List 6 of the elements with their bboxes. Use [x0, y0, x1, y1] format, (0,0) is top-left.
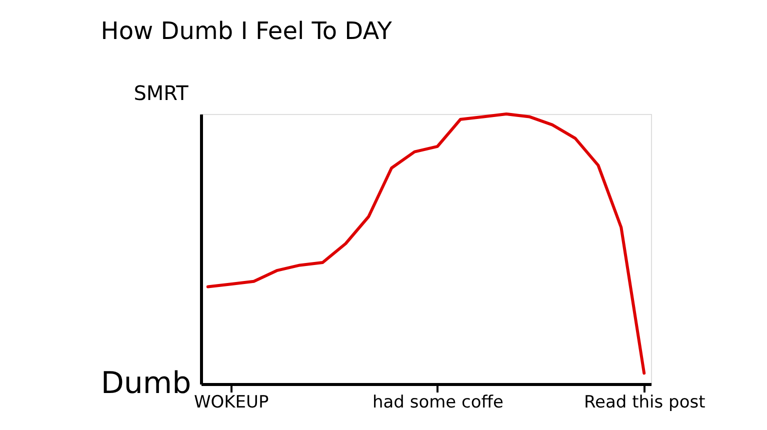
- text: Dumb: [100, 366, 192, 401]
- x-tick-label: WOKEUP: [194, 392, 269, 412]
- x-tick-label: had some coffe: [372, 392, 504, 412]
- chart-title: How Dumb I Feel To DAY: [100, 17, 392, 45]
- x-tick-label: Read this post: [584, 392, 706, 412]
- text: SMRT: [134, 81, 190, 105]
